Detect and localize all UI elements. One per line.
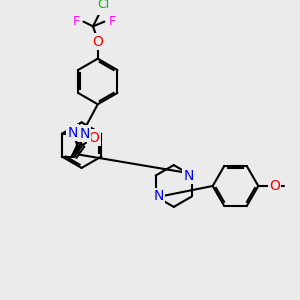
- Text: N: N: [184, 169, 194, 182]
- Text: O: O: [269, 179, 280, 193]
- Text: F: F: [72, 15, 80, 28]
- Text: N: N: [153, 189, 164, 203]
- Text: N: N: [67, 126, 78, 140]
- Text: F: F: [108, 15, 116, 28]
- Text: O: O: [92, 34, 103, 49]
- Text: O: O: [88, 130, 99, 145]
- Text: Cl: Cl: [97, 0, 110, 11]
- Text: N: N: [80, 127, 90, 141]
